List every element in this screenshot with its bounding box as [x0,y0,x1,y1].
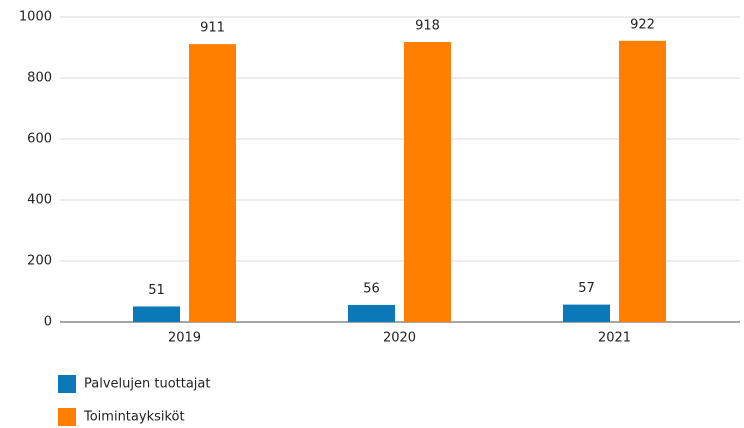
data-label: 57 [578,281,595,296]
legend-label: Palvelujen tuottajat [84,377,210,392]
bar [189,44,236,323]
y-tick-label: 800 [27,71,52,86]
bar [619,40,666,322]
y-tick-label: 600 [27,132,52,147]
bar [563,304,610,322]
y-tick-label: 0 [44,315,52,330]
legend-label: Toimintayksiköt [83,410,185,425]
y-tick-label: 400 [27,193,52,208]
y-tick-label: 200 [27,254,52,269]
data-label: 918 [415,19,440,34]
data-label: 51 [148,283,165,298]
bar [133,306,180,322]
x-tick-label: 2021 [598,331,631,346]
x-tick-label: 2019 [168,331,201,346]
data-label: 922 [630,17,655,32]
data-label: 56 [363,281,380,296]
legend-swatch [58,375,76,393]
y-tick-label: 1000 [19,10,52,25]
legend-swatch [58,408,76,426]
data-label: 911 [200,21,225,36]
x-tick-label: 2020 [383,331,416,346]
bar [348,304,395,322]
bar [404,42,451,322]
